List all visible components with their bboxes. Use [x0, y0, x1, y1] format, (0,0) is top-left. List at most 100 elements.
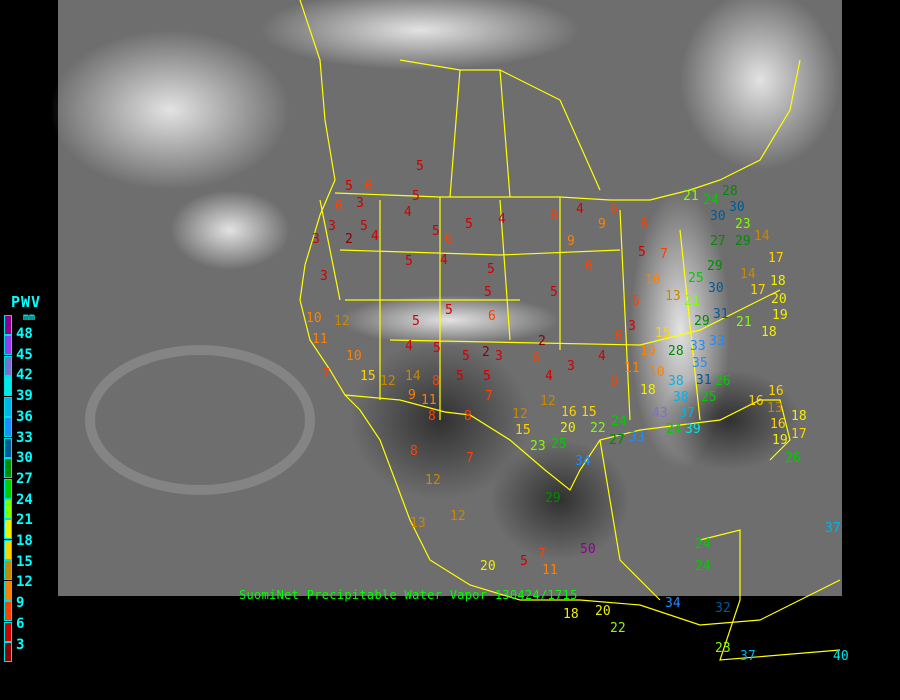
legend-label: 24 [16, 491, 33, 508]
station-pwv-value: 27 [609, 433, 625, 448]
color-scale-bar [4, 315, 12, 662]
station-pwv-value: 8 [640, 217, 648, 232]
station-pwv-value: 9 [567, 234, 575, 249]
legend-swatch [4, 376, 12, 397]
station-pwv-value: 24 [703, 193, 719, 208]
station-pwv-value: 6 [615, 329, 623, 344]
legend-label: 18 [16, 533, 33, 549]
legend-label: 42 [16, 367, 33, 384]
station-pwv-value: 3 [356, 196, 364, 211]
legend-label: 45 [16, 346, 33, 363]
station-pwv-value: 34 [665, 596, 681, 611]
station-pwv-value: 4 [598, 349, 606, 364]
station-pwv-value: 6 [335, 199, 343, 214]
station-pwv-value: 37 [825, 521, 841, 536]
station-pwv-value: 12 [425, 473, 441, 488]
station-pwv-value: 30 [708, 281, 724, 296]
station-pwv-value: 14 [740, 267, 756, 282]
legend-label: 33 [16, 429, 33, 446]
station-pwv-value: 5 [487, 262, 495, 277]
station-pwv-value: 10 [306, 311, 322, 326]
station-pwv-value: 15 [360, 369, 376, 384]
station-pwv-value: 5 [416, 159, 424, 174]
station-pwv-value: 17 [768, 251, 784, 266]
legend-label: 39 [16, 388, 33, 405]
station-pwv-value: 5 [456, 369, 464, 384]
station-pwv-value: 11 [421, 393, 437, 408]
station-pwv-value: 7 [322, 367, 330, 382]
station-pwv-value: 24 [695, 559, 711, 574]
station-pwv-value: 29 [694, 314, 710, 329]
station-pwv-value: 16 [770, 417, 786, 432]
station-pwv-value: 6 [445, 232, 453, 247]
station-pwv-value: 25 [701, 390, 717, 405]
legend-swatch [4, 335, 12, 356]
station-pwv-value: 5 [484, 285, 492, 300]
station-pwv-value: 10 [645, 273, 661, 288]
station-pwv-value: 38 [673, 390, 689, 405]
station-pwv-value: 15 [515, 423, 531, 438]
station-pwv-value: 4 [576, 202, 584, 217]
station-pwv-value: 4 [405, 339, 413, 354]
legend-title: PWV [11, 293, 42, 311]
station-pwv-value: 6 [610, 202, 618, 217]
station-pwv-value: 18 [640, 383, 656, 398]
legend-swatch [4, 621, 12, 642]
station-pwv-value: 5 [520, 554, 528, 569]
legend-label: 3 [16, 636, 25, 653]
station-pwv-value: 5 [638, 245, 646, 260]
cloud-features [50, 0, 840, 560]
station-pwv-value: 26 [785, 451, 801, 466]
station-pwv-value: 3 [567, 359, 575, 374]
station-pwv-value: 3 [320, 269, 328, 284]
station-pwv-value: 32 [715, 601, 731, 616]
legend-swatch [4, 498, 12, 519]
station-pwv-value: 4 [404, 205, 412, 220]
station-pwv-value: 10 [346, 349, 362, 364]
station-pwv-value: 20 [771, 292, 787, 307]
station-pwv-value: 2 [345, 232, 353, 247]
station-pwv-value: 2 [538, 334, 546, 349]
station-pwv-value: 33 [690, 339, 706, 354]
station-pwv-value: 7 [660, 247, 668, 262]
station-pwv-value: 19 [772, 308, 788, 323]
station-pwv-value: 12 [540, 394, 556, 409]
station-pwv-value: 37 [679, 406, 695, 421]
station-pwv-value: 5 [433, 341, 441, 356]
station-pwv-value: 20 [560, 421, 576, 436]
legend-label: 30 [16, 450, 33, 467]
legend-swatch [4, 580, 12, 601]
station-pwv-value: 30 [710, 209, 726, 224]
station-pwv-value: 43 [652, 406, 668, 421]
legend-swatch [4, 355, 12, 376]
legend-label: 27 [16, 470, 33, 487]
legend-swatch [4, 396, 12, 417]
station-pwv-value: 4 [371, 229, 379, 244]
station-pwv-value: 16 [748, 394, 764, 409]
legend-label: 15 [16, 553, 33, 570]
station-pwv-value: 28 [722, 184, 738, 199]
station-pwv-value: 24 [695, 537, 711, 552]
station-pwv-value: 24 [611, 414, 627, 429]
station-pwv-value: 4 [545, 369, 553, 384]
station-pwv-value: 28 [668, 344, 684, 359]
station-pwv-value: 15 [581, 405, 597, 420]
station-pwv-value: 11 [542, 563, 558, 578]
station-pwv-value: 4 [498, 212, 506, 227]
station-pwv-value: 3 [312, 232, 320, 247]
station-pwv-value: 25 [551, 437, 567, 452]
station-pwv-value: 5 [412, 189, 420, 204]
station-pwv-value: 18 [563, 607, 579, 622]
station-pwv-value: 9 [598, 217, 606, 232]
station-pwv-value: 5 [483, 369, 491, 384]
legend-swatch [4, 642, 12, 662]
station-pwv-value: 8 [428, 409, 436, 424]
legend-label: 9 [16, 595, 25, 612]
station-pwv-value: 22 [590, 421, 606, 436]
legend-unit: mm [23, 312, 36, 323]
station-pwv-value: 27 [710, 234, 726, 249]
station-pwv-value: 6 [365, 179, 373, 194]
station-pwv-value: 7 [485, 389, 493, 404]
station-pwv-value: 38 [668, 374, 684, 389]
